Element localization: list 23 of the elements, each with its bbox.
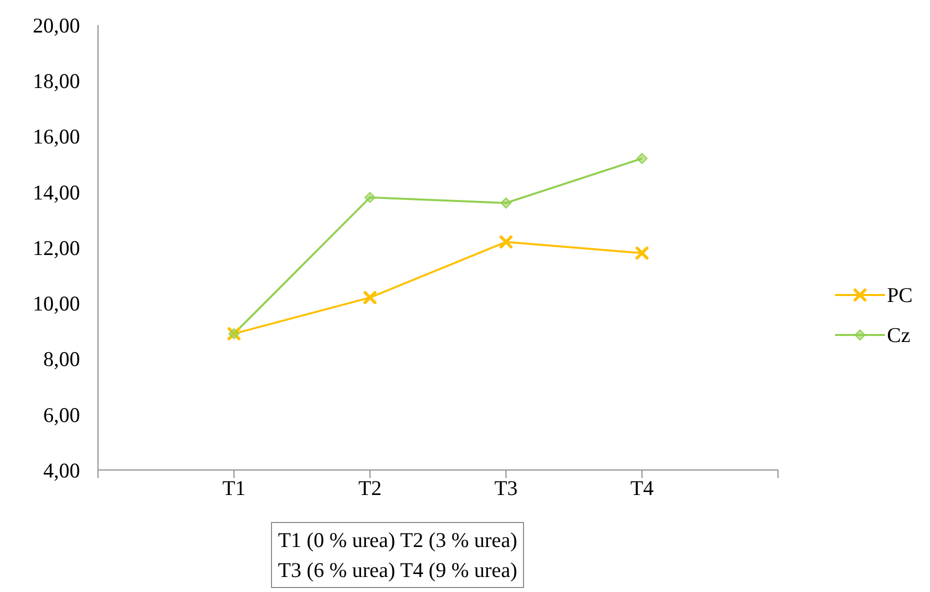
y-tick-label: 12,00 (32, 236, 80, 260)
point (500, 235, 512, 248)
x-tick-label: T4 (630, 476, 654, 500)
point (500, 198, 512, 208)
x-tick-label: T1 (222, 476, 246, 500)
legend-label: PC (887, 282, 913, 308)
point (364, 192, 376, 203)
y-tick-label: 6,00 (43, 402, 80, 427)
legend-label: Cz (887, 322, 910, 348)
y-tick-label: 4,00 (43, 458, 80, 482)
text: T1 (0 % urea) T2 (3 % urea) (278, 527, 518, 554)
y-tick-label: 10,00 (32, 292, 80, 316)
y-tick-label: 18,00 (32, 69, 80, 94)
x-tick-label: T2 (358, 476, 382, 500)
y-tick-label: 8,00 (43, 347, 80, 372)
point (636, 153, 648, 164)
y-tick-label: 16,00 (32, 124, 80, 149)
y-tick-label: 20,00 (32, 13, 80, 38)
point (636, 246, 648, 260)
point (364, 291, 376, 304)
x-tick-label: T3 (494, 476, 518, 500)
text: T3 (6 % urea) T4 (9 % urea) (278, 557, 518, 584)
y-tick-label: 14,00 (32, 180, 80, 204)
